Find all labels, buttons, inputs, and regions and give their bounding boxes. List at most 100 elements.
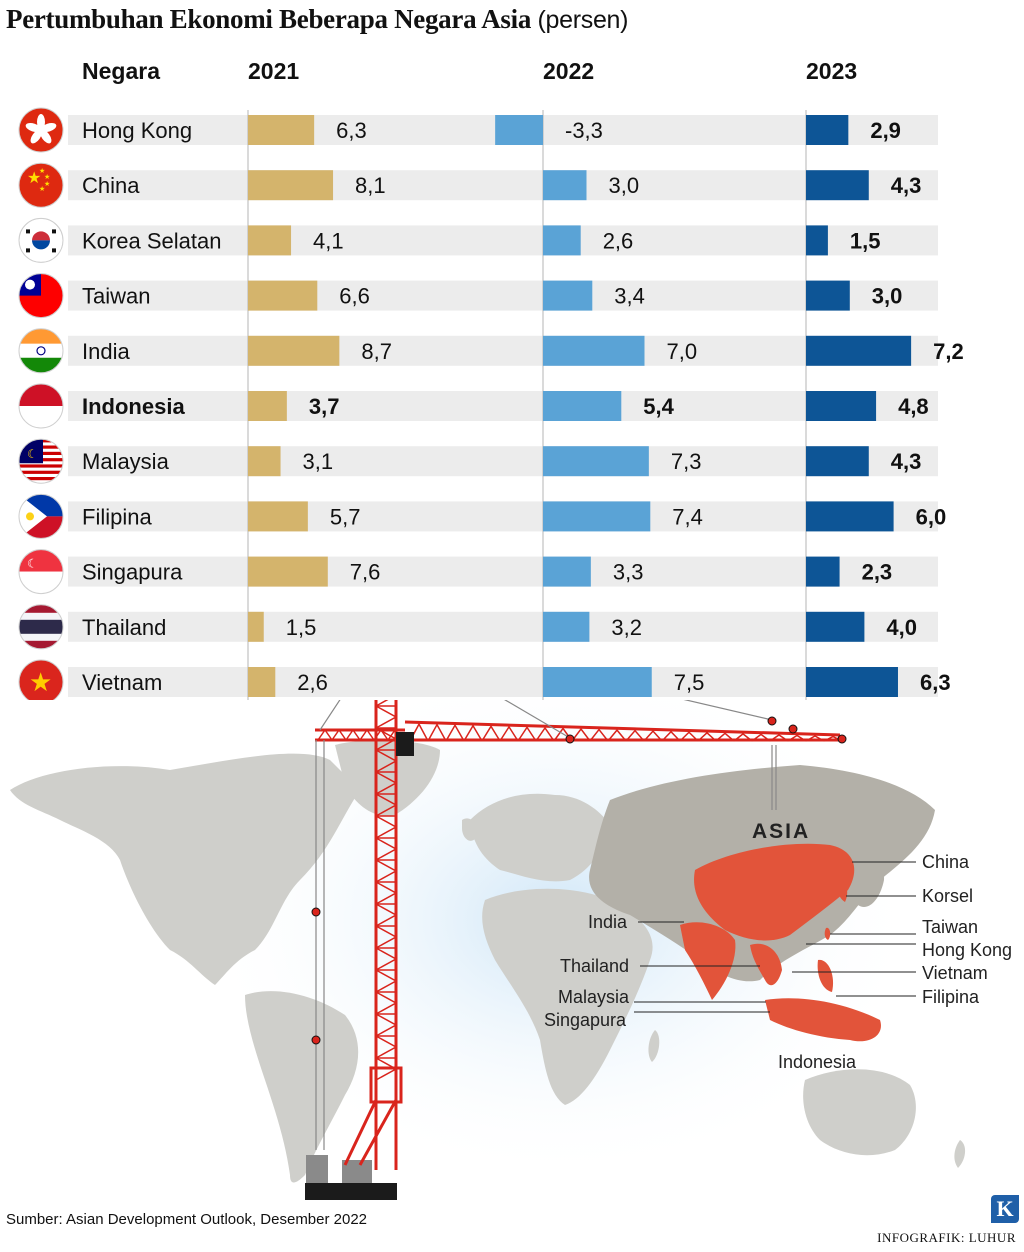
korea-shape bbox=[837, 879, 848, 902]
title-unit: (persen) bbox=[537, 6, 629, 34]
flag-south-korea-icon bbox=[19, 218, 63, 263]
flag-ring bbox=[18, 383, 64, 429]
india-shape bbox=[680, 922, 736, 1000]
flag-china-icon: ★★★★★ bbox=[19, 163, 63, 208]
value-label-2023: 4,3 bbox=[891, 449, 922, 474]
value-label-2023: 2,9 bbox=[870, 118, 901, 143]
row-band bbox=[68, 170, 938, 201]
flag-ring bbox=[18, 549, 64, 595]
country-label: China bbox=[82, 173, 140, 198]
value-label-2021: 6,6 bbox=[339, 284, 370, 309]
bar-2022 bbox=[543, 335, 645, 366]
value-label-2022: 2,6 bbox=[603, 228, 634, 253]
map-label-thailand: Thailand bbox=[560, 956, 629, 976]
map-label-korsel: Korsel bbox=[922, 886, 973, 906]
value-label-2022: 3,2 bbox=[611, 615, 642, 640]
flag-singapore-icon: ☾ bbox=[19, 549, 63, 594]
bar-2023 bbox=[806, 170, 869, 201]
bar-2023 bbox=[806, 335, 912, 366]
bar-2023 bbox=[806, 115, 849, 145]
bar-2023 bbox=[806, 667, 898, 697]
value-label-2023: 3,0 bbox=[872, 284, 903, 309]
header-country: Negara bbox=[82, 58, 160, 84]
bar-2023 bbox=[806, 446, 869, 477]
svg-text:★: ★ bbox=[39, 185, 45, 193]
chart-title: Pertumbuhan Ekonomi Beberapa Negara Asia… bbox=[6, 4, 629, 35]
value-label-2022: 7,5 bbox=[674, 670, 705, 695]
bar-2022 bbox=[543, 170, 587, 201]
svg-text:☾: ☾ bbox=[27, 557, 38, 571]
taiwan-shape bbox=[824, 927, 831, 940]
svg-text:★: ★ bbox=[44, 173, 50, 181]
flag-ring bbox=[18, 659, 64, 700]
bar-2023 bbox=[806, 280, 850, 311]
bar-2021 bbox=[248, 225, 292, 256]
infographic-credit: INFOGRAFIK: LUHUR bbox=[877, 1230, 1016, 1245]
country-label: Taiwan bbox=[82, 284, 150, 309]
header-2021: 2021 bbox=[248, 58, 300, 84]
africa bbox=[482, 888, 653, 1105]
bar-2023 bbox=[806, 611, 865, 642]
asia-region-label: ASIA bbox=[752, 820, 810, 843]
value-label-2021: 6,3 bbox=[336, 118, 367, 143]
map-label-china: China bbox=[922, 852, 970, 872]
bar-2021 bbox=[248, 446, 281, 477]
flag-taiwan-icon bbox=[19, 273, 63, 318]
row-band bbox=[68, 667, 938, 697]
row-band bbox=[68, 446, 938, 477]
country-label: Thailand bbox=[82, 615, 166, 640]
map-label-vietnam: Vietnam bbox=[922, 963, 988, 983]
bar-2021 bbox=[248, 667, 276, 697]
value-label-2022: 3,3 bbox=[613, 560, 644, 585]
bar-2022 bbox=[543, 501, 651, 532]
bar-2023 bbox=[806, 225, 828, 256]
value-label-2023: 7,2 bbox=[933, 339, 964, 364]
bar-2022 bbox=[543, 225, 581, 256]
country-label: Korea Selatan bbox=[82, 228, 221, 253]
bar-2021 bbox=[248, 391, 287, 421]
bar-2022 bbox=[543, 556, 591, 587]
svg-text:☾: ☾ bbox=[27, 447, 38, 461]
svg-text:★: ★ bbox=[29, 667, 52, 697]
value-label-2022: -3,3 bbox=[565, 118, 603, 143]
value-label-2023: 4,8 bbox=[898, 394, 929, 419]
value-label-2021: 7,6 bbox=[350, 560, 381, 585]
svg-text:★: ★ bbox=[44, 180, 50, 188]
value-label-2023: 4,0 bbox=[886, 615, 917, 640]
flag-india-icon bbox=[19, 328, 63, 373]
philippines-shape bbox=[817, 959, 834, 992]
country-label: India bbox=[82, 339, 130, 364]
china-shape bbox=[694, 843, 855, 941]
new-zealand bbox=[954, 1140, 966, 1168]
south-america bbox=[245, 991, 359, 1183]
value-label-2023: 4,3 bbox=[891, 173, 922, 198]
bar-2022 bbox=[495, 115, 543, 145]
flag-ring bbox=[18, 328, 64, 374]
source-note: Sumber: Asian Development Outlook, Desem… bbox=[6, 1211, 368, 1228]
madagascar bbox=[648, 1030, 660, 1062]
row-band bbox=[68, 391, 938, 421]
map-label-indonesia: Indonesia bbox=[778, 1052, 857, 1072]
value-label-2022: 7,4 bbox=[672, 504, 703, 529]
value-label-2022: 3,4 bbox=[614, 284, 645, 309]
value-label-2021: 3,7 bbox=[309, 394, 340, 419]
flag-philippines-icon bbox=[19, 494, 63, 539]
country-label: Filipina bbox=[82, 504, 152, 529]
map-label-hong-kong: Hong Kong bbox=[922, 940, 1012, 960]
bar-2021 bbox=[248, 335, 340, 366]
mainland-sea-shape bbox=[750, 943, 782, 986]
bar-2022 bbox=[543, 667, 652, 697]
svg-text:★: ★ bbox=[27, 170, 41, 187]
europe bbox=[470, 793, 610, 882]
country-label: Indonesia bbox=[82, 394, 185, 419]
bar-2021 bbox=[248, 280, 318, 311]
country-label: Malaysia bbox=[82, 449, 170, 474]
flag-ring bbox=[18, 493, 64, 539]
map-label-filipina: Filipina bbox=[922, 987, 980, 1007]
row-band bbox=[68, 335, 938, 366]
row-band bbox=[68, 556, 938, 587]
header-2023: 2023 bbox=[806, 58, 858, 84]
value-label-2021: 1,5 bbox=[286, 615, 317, 640]
map-label-singapura: Singapura bbox=[544, 1010, 627, 1030]
highlighted-countries bbox=[680, 843, 881, 1042]
